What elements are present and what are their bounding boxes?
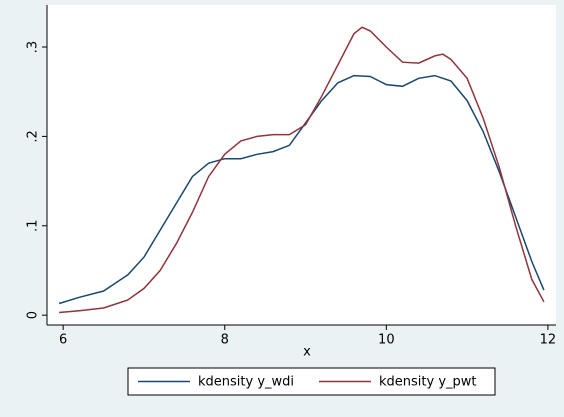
- y-tick-label: .3: [26, 41, 41, 53]
- y-tick-label: .2: [26, 130, 41, 142]
- y-tick-label: 0: [26, 311, 41, 319]
- x-tick-label: 8: [221, 333, 229, 348]
- plot-region: [47, 5, 556, 325]
- x-tick-label: 10: [378, 333, 395, 348]
- x-tick-label: 12: [540, 333, 557, 348]
- line-series: [59, 26, 545, 314]
- x-tick-label: 6: [59, 333, 67, 348]
- y-tick-label: .1: [26, 220, 41, 232]
- legend-label: kdensity y_pwt: [379, 375, 477, 390]
- legend-label: kdensity y_wdi: [198, 375, 294, 390]
- x-axis-title: x: [303, 345, 311, 360]
